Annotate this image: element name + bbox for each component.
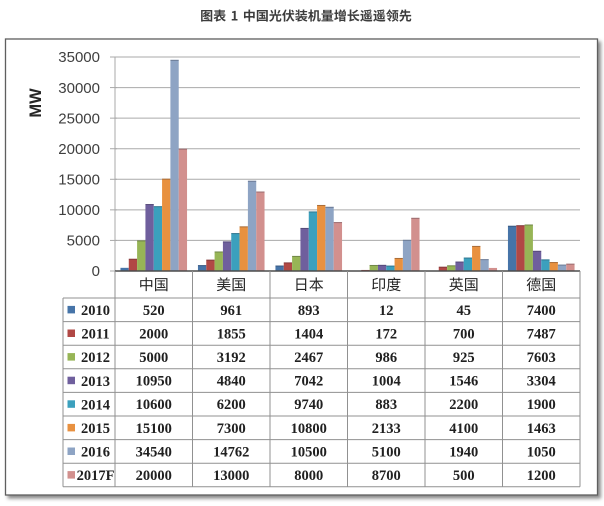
svg-text:172: 172: [375, 326, 397, 342]
svg-text:1855: 1855: [217, 326, 246, 342]
svg-text:7603: 7603: [527, 350, 556, 366]
svg-text:8700: 8700: [372, 468, 401, 484]
svg-text:7042: 7042: [294, 374, 323, 390]
svg-text:7487: 7487: [527, 326, 556, 342]
svg-text:7400: 7400: [527, 303, 556, 319]
svg-text:883: 883: [375, 397, 397, 413]
svg-text:500: 500: [453, 468, 475, 484]
svg-text:2013: 2013: [81, 374, 110, 390]
svg-text:6200: 6200: [217, 397, 246, 413]
svg-text:1200: 1200: [527, 468, 556, 484]
svg-text:20000: 20000: [58, 141, 100, 158]
svg-text:2467: 2467: [294, 350, 323, 366]
svg-text:1463: 1463: [527, 421, 556, 437]
svg-text:10800: 10800: [291, 421, 327, 437]
svg-text:2015: 2015: [81, 421, 110, 437]
svg-text:1546: 1546: [449, 374, 478, 390]
svg-text:925: 925: [453, 350, 475, 366]
svg-text:700: 700: [453, 326, 475, 342]
svg-text:1404: 1404: [294, 326, 323, 342]
svg-text:986: 986: [375, 350, 397, 366]
svg-text:2011: 2011: [81, 327, 109, 343]
svg-text:2000: 2000: [139, 326, 168, 342]
svg-text:10950: 10950: [136, 374, 172, 390]
svg-text:3192: 3192: [217, 350, 246, 366]
svg-text:4100: 4100: [449, 421, 478, 437]
svg-text:35000: 35000: [58, 49, 100, 66]
svg-text:8000: 8000: [294, 468, 323, 484]
svg-text:10500: 10500: [291, 444, 327, 460]
svg-text:2012: 2012: [81, 350, 110, 366]
svg-text:2133: 2133: [372, 421, 401, 437]
svg-text:10000: 10000: [58, 202, 100, 219]
svg-text:961: 961: [220, 303, 242, 319]
svg-text:2010: 2010: [81, 303, 110, 319]
svg-text:45: 45: [457, 303, 472, 319]
svg-text:13000: 13000: [213, 468, 249, 484]
svg-text:2016: 2016: [81, 445, 110, 461]
svg-text:5100: 5100: [372, 444, 401, 460]
svg-text:893: 893: [298, 303, 320, 319]
svg-text:12: 12: [379, 303, 394, 319]
svg-text:1940: 1940: [449, 444, 478, 460]
svg-text:15100: 15100: [136, 421, 172, 437]
svg-text:7300: 7300: [217, 421, 246, 437]
svg-text:5000: 5000: [139, 350, 168, 366]
svg-text:5000: 5000: [67, 233, 100, 250]
svg-text:4840: 4840: [217, 374, 246, 390]
svg-text:MW: MW: [27, 88, 45, 118]
svg-text:3304: 3304: [527, 374, 556, 390]
svg-text:30000: 30000: [58, 80, 100, 97]
svg-text:15000: 15000: [58, 171, 100, 188]
svg-text:20000: 20000: [136, 468, 172, 484]
svg-text:2200: 2200: [449, 397, 478, 413]
svg-text:2014: 2014: [81, 397, 110, 413]
svg-text:25000: 25000: [58, 110, 100, 127]
svg-text:520: 520: [143, 303, 165, 319]
svg-text:34540: 34540: [136, 444, 172, 460]
svg-text:1050: 1050: [527, 444, 556, 460]
svg-text:9740: 9740: [294, 397, 323, 413]
svg-text:1900: 1900: [527, 397, 556, 413]
svg-text:2017F: 2017F: [77, 468, 115, 484]
svg-text:1004: 1004: [372, 374, 401, 390]
svg-text:10600: 10600: [136, 397, 172, 413]
svg-text:14762: 14762: [213, 444, 249, 460]
svg-text:0: 0: [92, 263, 100, 280]
